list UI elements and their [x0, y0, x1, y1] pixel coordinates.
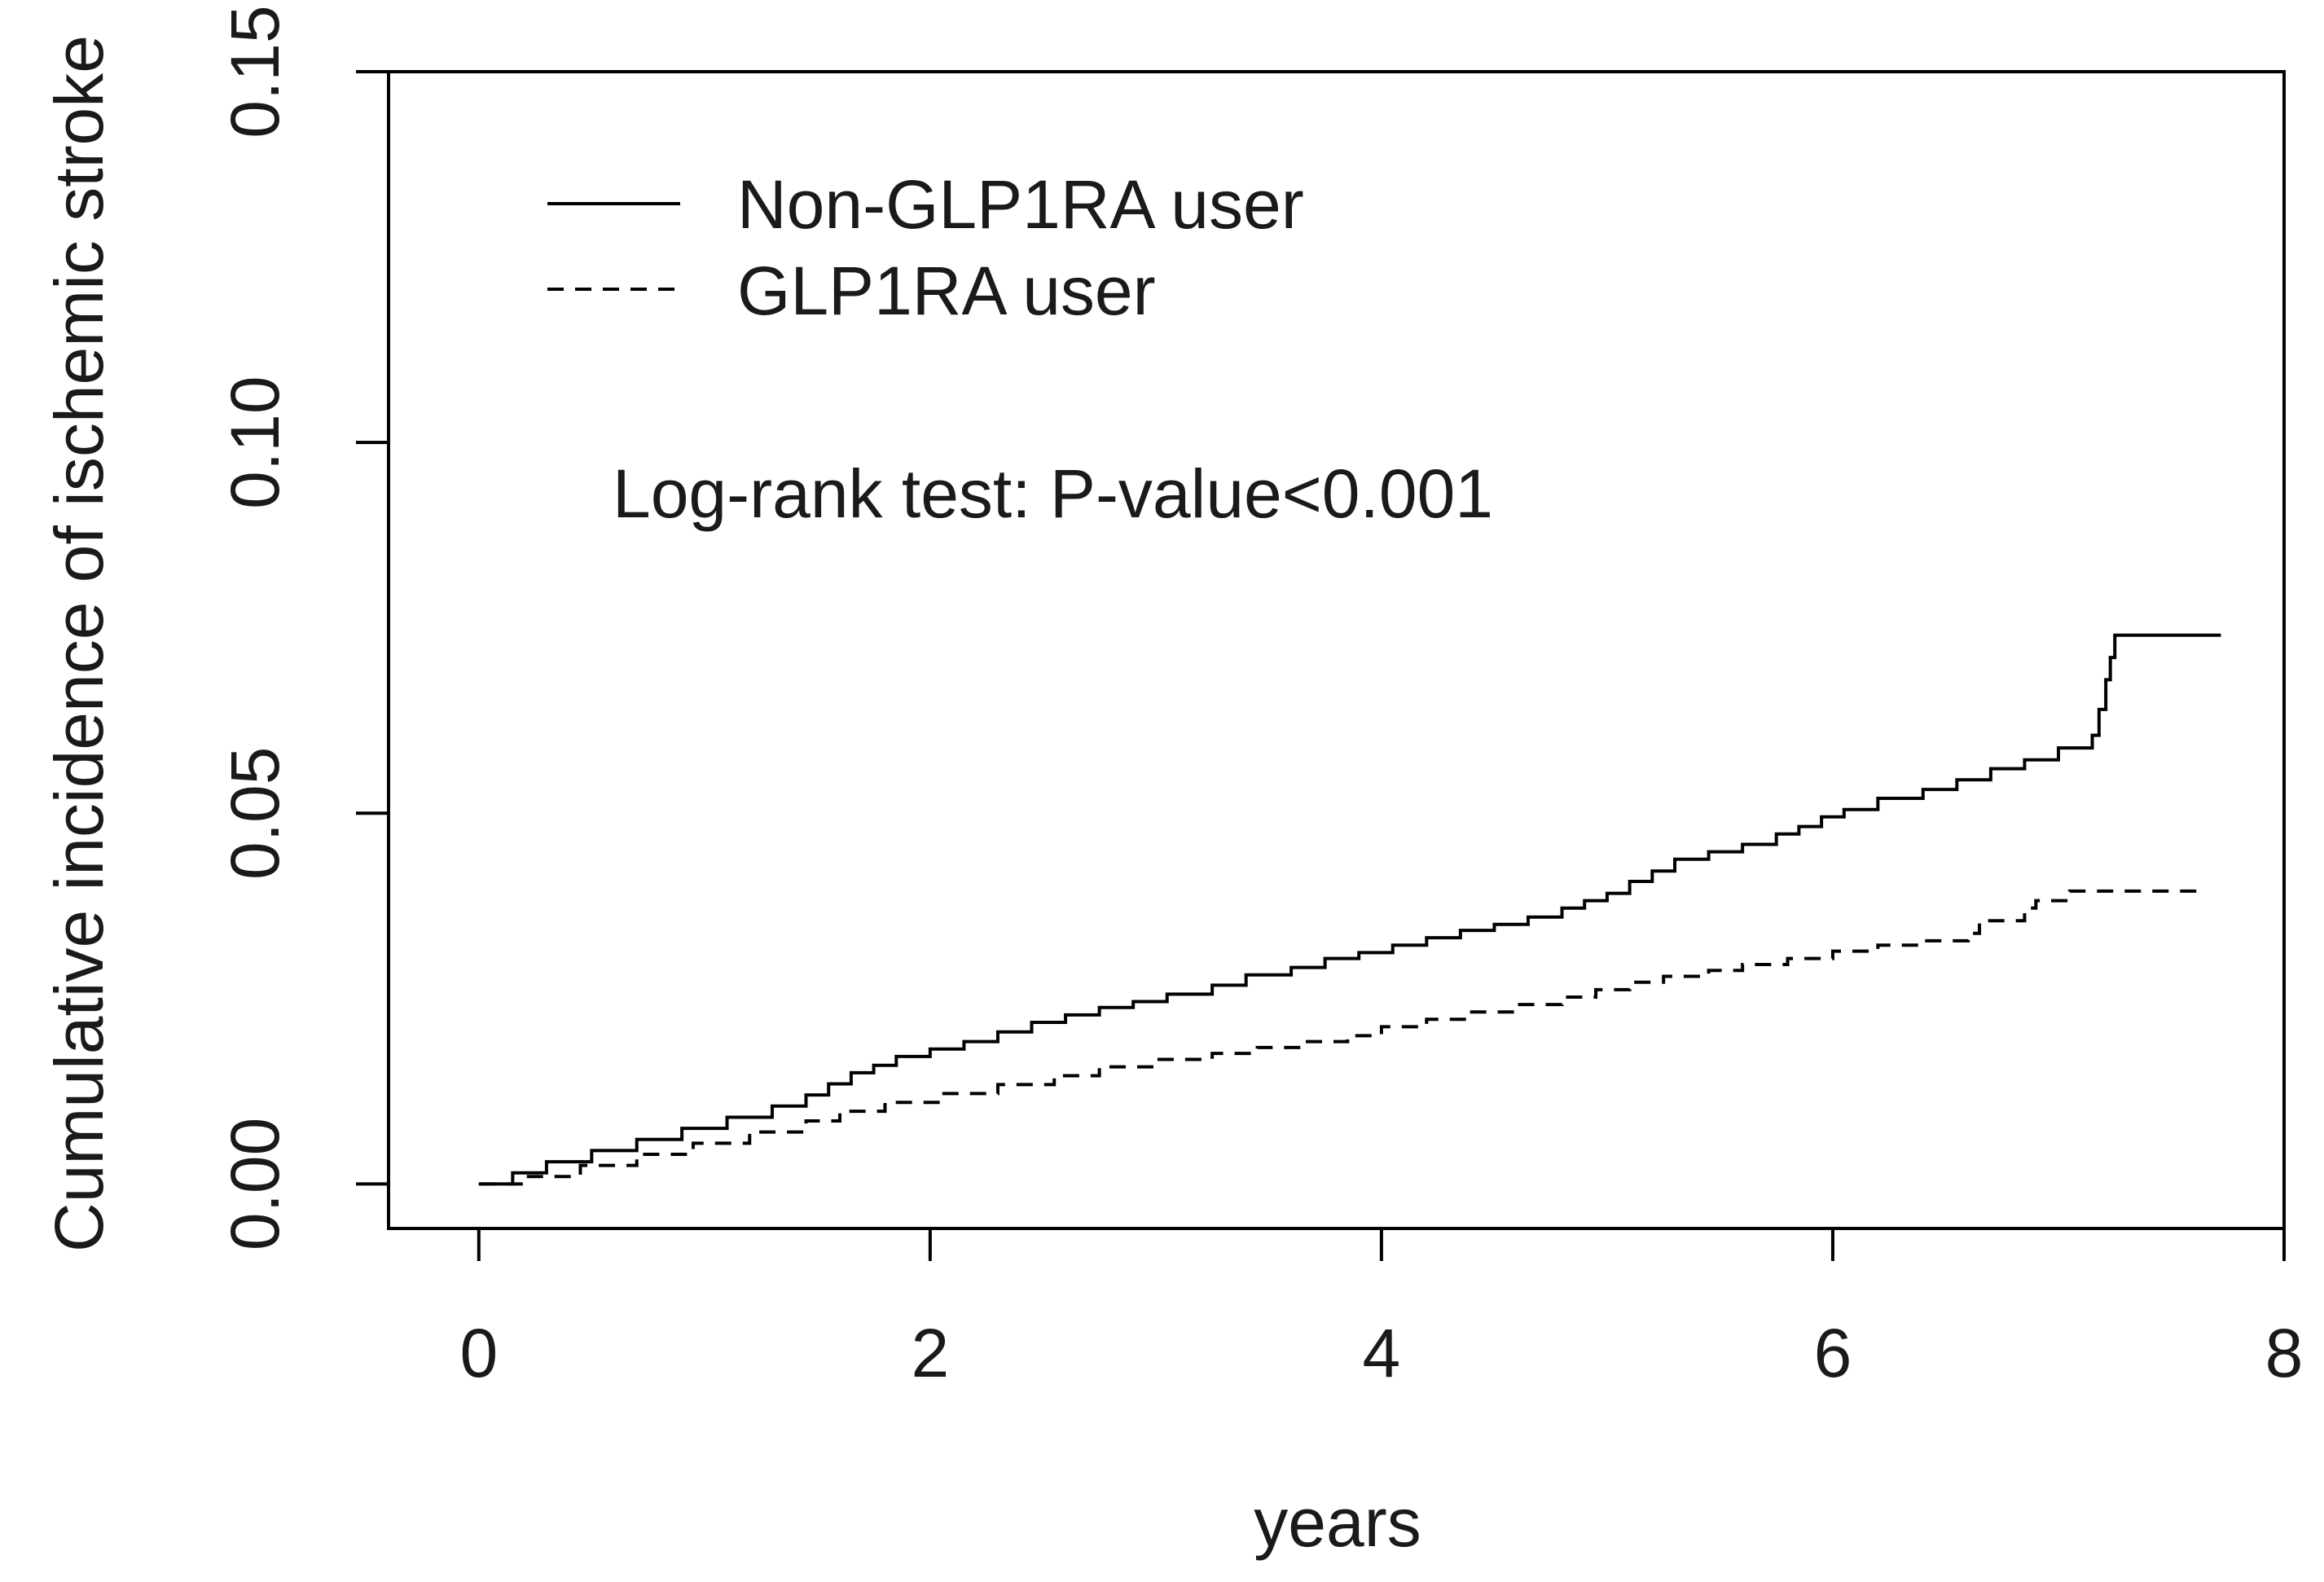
- plot-frame: [387, 70, 2286, 1230]
- y-tick-label: 0.05: [217, 747, 293, 880]
- y-tick-label: 0.15: [217, 5, 293, 138]
- series-line-non-glp1ra: [478, 633, 2221, 1186]
- x-tick-label: 0: [459, 1315, 498, 1391]
- x-tick-label: 6: [1814, 1315, 1852, 1391]
- y-axis-label: Cumulative incidence of ischemic stroke: [41, 35, 117, 1252]
- legend-label-non-glp1ra: Non-GLP1RA user: [737, 166, 1304, 243]
- x-axis-label: years: [1254, 1484, 1421, 1561]
- log-rank-annotation: Log-rank test: P-value<0.001: [613, 455, 1493, 532]
- y-axis: 0.00 0.05 0.10 0.15: [217, 5, 390, 1251]
- series-layer: [478, 633, 2221, 1186]
- legend-label-glp1ra: GLP1RA user: [737, 253, 1156, 329]
- y-tick-label: 0.10: [217, 376, 293, 509]
- series-line-glp1ra: [478, 889, 2206, 1186]
- x-axis: 0 2 4 6 8: [459, 1227, 2304, 1391]
- x-tick-label: 2: [911, 1315, 949, 1391]
- legend: Non-GLP1RA user GLP1RA user: [547, 166, 1304, 329]
- y-tick-label: 0.00: [217, 1118, 293, 1251]
- x-tick-label: 4: [1363, 1315, 1401, 1391]
- x-tick-label: 8: [2265, 1315, 2304, 1391]
